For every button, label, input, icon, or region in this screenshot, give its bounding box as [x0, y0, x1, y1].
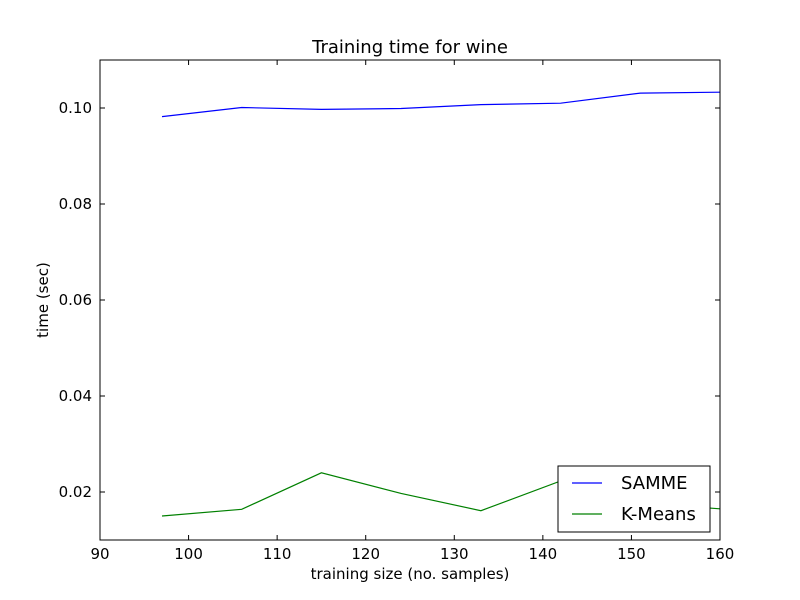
- x-tick-label: 140: [529, 545, 558, 563]
- x-tick-label: 110: [263, 545, 292, 563]
- y-axis-title: time (sec): [34, 262, 52, 338]
- y-tick-label: 0.10: [59, 99, 92, 117]
- plot-area: [161, 91, 720, 517]
- x-tick-label: 120: [351, 545, 380, 563]
- series-line-samme: [161, 91, 720, 118]
- legend: SAMME K-Means: [557, 465, 711, 533]
- legend-label: K-Means: [621, 504, 696, 525]
- y-tick-label: 0.08: [59, 195, 92, 213]
- legend-label: SAMME: [621, 473, 688, 494]
- chart-title: Training time for wine: [311, 37, 508, 58]
- y-tick-label: 0.02: [59, 483, 92, 501]
- x-axis-title: training size (no. samples): [311, 565, 510, 583]
- y-tick-label: 0.06: [59, 291, 92, 309]
- x-tick-label: 130: [440, 545, 469, 563]
- y-tick-label: 0.04: [59, 387, 92, 405]
- axis-ticks: 90 100 110 120 130 140 150 160 0.02 0.04 0.06 0.08 0…: [59, 60, 735, 563]
- x-tick-label: 100: [174, 545, 203, 563]
- x-tick-label: 160: [706, 545, 735, 563]
- x-tick-label: 150: [617, 545, 646, 563]
- x-tick-label: 90: [90, 545, 109, 563]
- legend-box: [557, 465, 711, 533]
